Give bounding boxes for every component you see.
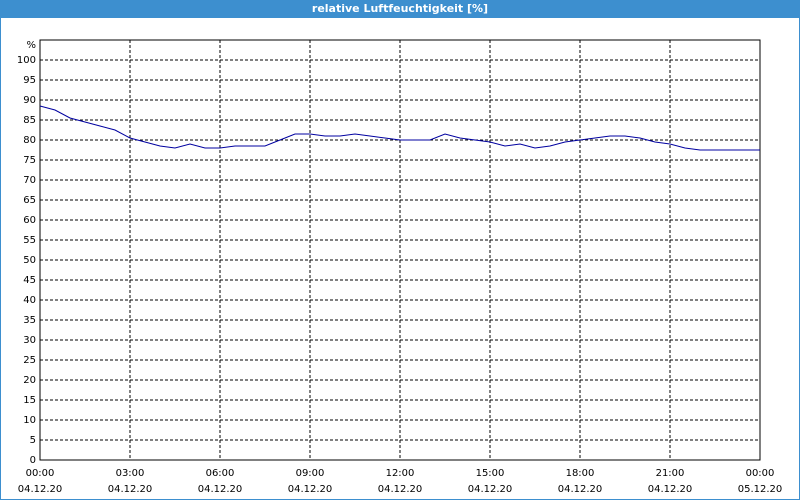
x-tick-label: 12:00	[386, 468, 415, 479]
y-tick-label: 35	[23, 315, 36, 326]
title-bar	[0, 0, 800, 18]
x-tick-date: 04.12.20	[108, 484, 153, 495]
x-tick-date: 04.12.20	[558, 484, 603, 495]
y-tick-label: 25	[23, 355, 36, 366]
y-tick-label: 5	[30, 435, 36, 446]
y-tick-label: 90	[23, 95, 36, 106]
y-tick-label: 10	[23, 415, 36, 426]
chart-title: relative Luftfeuchtigkeit [%]	[312, 2, 488, 15]
x-tick-date: 05.12.20	[738, 484, 783, 495]
x-tick-date: 04.12.20	[288, 484, 333, 495]
x-tick-label: 18:00	[566, 468, 595, 479]
y-unit: %	[26, 40, 36, 51]
x-tick-label: 15:00	[476, 468, 505, 479]
x-tick-label: 00:00	[746, 468, 775, 479]
y-tick-label: 75	[23, 155, 36, 166]
x-tick-label: 03:00	[116, 468, 145, 479]
x-tick-label: 09:00	[296, 468, 325, 479]
y-tick-label: 30	[23, 335, 36, 346]
x-tick-date: 04.12.20	[18, 484, 63, 495]
data-line	[39, 105, 760, 151]
x-tick-date: 04.12.20	[378, 484, 423, 495]
x-tick-date: 04.12.20	[648, 484, 693, 495]
y-tick-label: 80	[23, 135, 36, 146]
y-tick-label: 65	[23, 195, 36, 206]
x-tick-label: 06:00	[206, 468, 235, 479]
y-tick-label: 50	[23, 255, 36, 266]
y-tick-label: 0	[30, 455, 36, 466]
y-tick-label: 70	[23, 175, 36, 186]
y-tick-label: 40	[23, 295, 36, 306]
x-tick-date: 04.12.20	[468, 484, 513, 495]
y-tick-label: 15	[23, 395, 36, 406]
y-tick-label: 60	[23, 215, 36, 226]
y-tick-label: 95	[23, 75, 36, 86]
y-tick-label: 55	[23, 235, 36, 246]
x-tick-label: 00:00	[26, 468, 55, 479]
x-tick-label: 21:00	[656, 468, 685, 479]
y-tick-label: 85	[23, 115, 36, 126]
y-tick-label: 20	[23, 375, 36, 386]
y-tick-label: 45	[23, 275, 36, 286]
y-tick-label: 100	[17, 55, 36, 66]
x-tick-date: 04.12.20	[198, 484, 243, 495]
